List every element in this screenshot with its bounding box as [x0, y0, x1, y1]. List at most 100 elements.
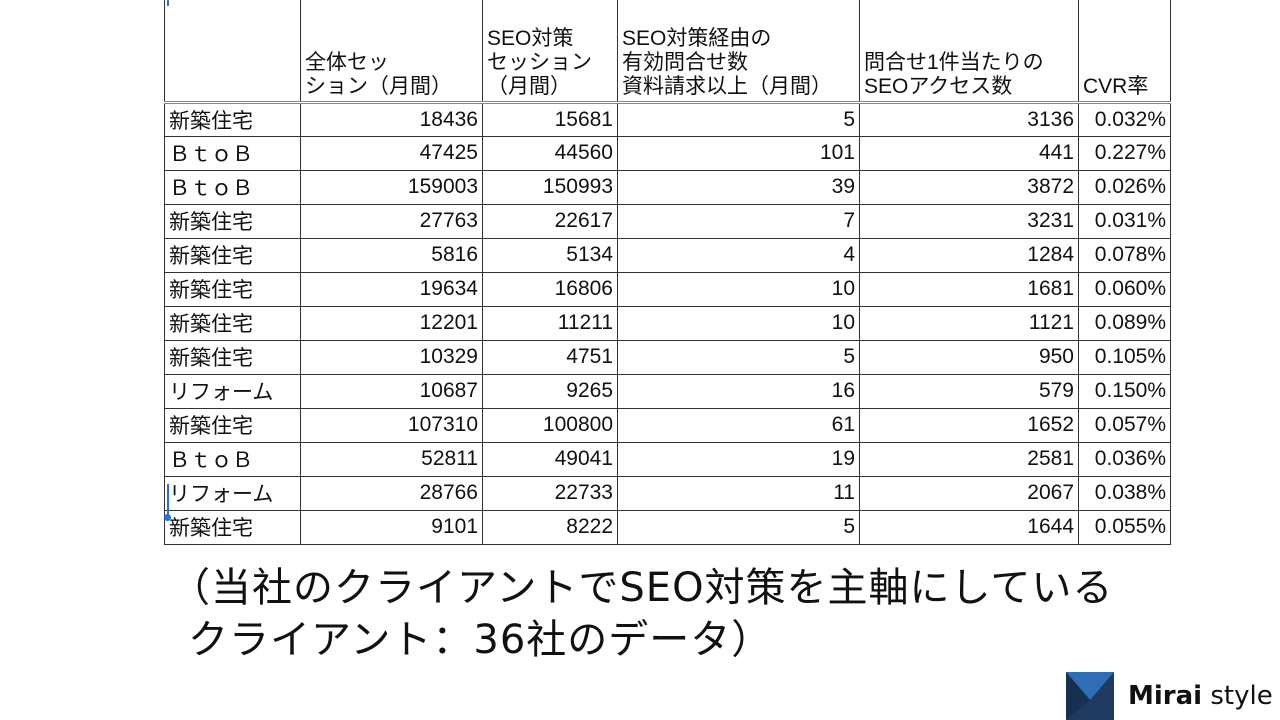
cell-total-sessions[interactable]: 5816 — [300, 237, 483, 273]
cell-seo-sessions[interactable]: 9265 — [482, 373, 618, 409]
cell-cvr[interactable]: 0.032% — [1078, 101, 1171, 137]
cell-cvr[interactable]: 0.057% — [1078, 407, 1171, 443]
cell-inquiries[interactable]: 5 — [617, 509, 860, 545]
cell-category[interactable]: 新築住宅 — [164, 305, 301, 341]
cell-category[interactable]: 新築住宅 — [164, 339, 301, 375]
table-row: ＢｔｏＢ 52811 49041 19 2581 0.036% — [164, 441, 1171, 477]
cell-cvr[interactable]: 0.038% — [1078, 475, 1171, 511]
cell-seo-sessions[interactable]: 44560 — [482, 135, 618, 171]
cell-selection-handle[interactable] — [164, 514, 171, 521]
cell-access-per-inquiry[interactable]: 1121 — [859, 305, 1079, 341]
table-row: リフォーム 10687 9265 16 579 0.150% — [164, 373, 1171, 409]
cell-category[interactable]: 新築住宅 — [164, 509, 301, 545]
cell-total-sessions[interactable]: 28766 — [300, 475, 483, 511]
caption-line-1: （当社のクライアントでSEO対策を主軸にしている — [170, 565, 1114, 611]
cell-total-sessions[interactable]: 18436 — [300, 101, 483, 137]
cell-seo-sessions[interactable]: 4751 — [482, 339, 618, 375]
cell-total-sessions[interactable]: 12201 — [300, 305, 483, 341]
cell-total-sessions[interactable]: 10687 — [300, 373, 483, 409]
header-text-line: SEO対策経由の — [622, 26, 772, 50]
brand-logo: Mirai style — [1066, 672, 1273, 720]
cell-cvr[interactable]: 0.089% — [1078, 305, 1171, 341]
cell-seo-sessions[interactable]: 11211 — [482, 305, 618, 341]
cell-total-sessions[interactable]: 47425 — [300, 135, 483, 171]
cell-total-sessions[interactable]: 9101 — [300, 509, 483, 545]
cell-category[interactable]: ＢｔｏＢ — [164, 169, 301, 205]
cell-cvr[interactable]: 0.036% — [1078, 441, 1171, 477]
cell-access-per-inquiry[interactable]: 3231 — [859, 203, 1079, 239]
cell-access-per-inquiry[interactable]: 1681 — [859, 271, 1079, 307]
cell-total-sessions[interactable]: 159003 — [300, 169, 483, 205]
header-seo-sessions[interactable]: SEO対策 セッション （月間） — [482, 0, 618, 104]
cell-access-per-inquiry[interactable]: 441 — [859, 135, 1079, 171]
mirai-style-logo-icon — [1066, 672, 1114, 720]
cell-category[interactable]: 新築住宅 — [164, 271, 301, 307]
header-total-sessions[interactable]: 全体セッ ション（月間） — [300, 0, 483, 104]
cell-inquiries[interactable]: 5 — [617, 101, 860, 137]
cell-cvr[interactable]: 0.227% — [1078, 135, 1171, 171]
cell-inquiries[interactable]: 16 — [617, 373, 860, 409]
cell-access-per-inquiry[interactable]: 3136 — [859, 101, 1079, 137]
cell-cvr[interactable]: 0.150% — [1078, 373, 1171, 409]
table-row: ＢｔｏＢ 47425 44560 101 441 0.227% — [164, 135, 1171, 171]
cell-seo-sessions[interactable]: 49041 — [482, 441, 618, 477]
cell-total-sessions[interactable]: 27763 — [300, 203, 483, 239]
cell-category[interactable]: 新築住宅 — [164, 203, 301, 239]
cell-inquiries[interactable]: 10 — [617, 305, 860, 341]
cell-seo-sessions[interactable]: 16806 — [482, 271, 618, 307]
table-row: ＢｔｏＢ 159003 150993 39 3872 0.026% — [164, 169, 1171, 205]
cell-inquiries[interactable]: 7 — [617, 203, 860, 239]
cell-cvr[interactable]: 0.105% — [1078, 339, 1171, 375]
cell-seo-sessions[interactable]: 8222 — [482, 509, 618, 545]
header-access-per-inquiry[interactable]: 問合せ1件当たりの SEOアクセス数 — [859, 0, 1079, 104]
cell-total-sessions[interactable]: 52811 — [300, 441, 483, 477]
header-inquiries[interactable]: SEO対策経由の 有効問合せ数 資料請求以上（月間） — [617, 0, 860, 104]
cell-category[interactable]: ＢｔｏＢ — [164, 135, 301, 171]
cell-category[interactable]: 新築住宅 — [164, 237, 301, 273]
cell-access-per-inquiry[interactable]: 1652 — [859, 407, 1079, 443]
cell-inquiries[interactable]: 19 — [617, 441, 860, 477]
cell-inquiries[interactable]: 39 — [617, 169, 860, 205]
cell-seo-sessions[interactable]: 150993 — [482, 169, 618, 205]
table-row: 新築住宅 107310 100800 61 1652 0.057% — [164, 407, 1171, 443]
cell-seo-sessions[interactable]: 15681 — [482, 101, 618, 137]
cell-category[interactable]: リフォーム — [164, 373, 301, 409]
cell-selection-marker[interactable] — [167, 484, 169, 518]
cell-total-sessions[interactable]: 107310 — [300, 407, 483, 443]
cell-seo-sessions[interactable]: 22617 — [482, 203, 618, 239]
cell-inquiries[interactable]: 5 — [617, 339, 860, 375]
header-text-line: 全体セッ — [305, 50, 389, 74]
cell-cvr[interactable]: 0.031% — [1078, 203, 1171, 239]
cell-inquiries[interactable]: 4 — [617, 237, 860, 273]
cell-access-per-inquiry[interactable]: 2581 — [859, 441, 1079, 477]
cell-cvr[interactable]: 0.026% — [1078, 169, 1171, 205]
cell-inquiries[interactable]: 11 — [617, 475, 860, 511]
header-category[interactable] — [164, 0, 301, 104]
cell-category[interactable]: リフォーム — [164, 475, 301, 511]
cell-cvr[interactable]: 0.078% — [1078, 237, 1171, 273]
header-cvr[interactable]: CVR率 — [1078, 0, 1171, 104]
table-row: 新築住宅 5816 5134 4 1284 0.078% — [164, 237, 1171, 273]
cell-category[interactable]: 新築住宅 — [164, 407, 301, 443]
cell-seo-sessions[interactable]: 5134 — [482, 237, 618, 273]
table-body: 新築住宅 18436 15681 5 3136 0.032% ＢｔｏＢ 47425 44560 1… — [164, 101, 1171, 545]
cell-access-per-inquiry[interactable]: 1644 — [859, 509, 1079, 545]
cell-total-sessions[interactable]: 10329 — [300, 339, 483, 375]
cell-category[interactable]: ＢｔｏＢ — [164, 441, 301, 477]
header-text-line: 有効問合せ数 — [622, 50, 748, 74]
cell-total-sessions[interactable]: 19634 — [300, 271, 483, 307]
cell-access-per-inquiry[interactable]: 579 — [859, 373, 1079, 409]
cell-access-per-inquiry[interactable]: 1284 — [859, 237, 1079, 273]
cell-category[interactable]: 新築住宅 — [164, 101, 301, 137]
cell-inquiries[interactable]: 101 — [617, 135, 860, 171]
table-row: 新築住宅 12201 11211 10 1121 0.089% — [164, 305, 1171, 341]
cell-seo-sessions[interactable]: 22733 — [482, 475, 618, 511]
cell-inquiries[interactable]: 61 — [617, 407, 860, 443]
cell-cvr[interactable]: 0.055% — [1078, 509, 1171, 545]
cell-access-per-inquiry[interactable]: 2067 — [859, 475, 1079, 511]
cell-inquiries[interactable]: 10 — [617, 271, 860, 307]
cell-cvr[interactable]: 0.060% — [1078, 271, 1171, 307]
cell-access-per-inquiry[interactable]: 950 — [859, 339, 1079, 375]
cell-seo-sessions[interactable]: 100800 — [482, 407, 618, 443]
cell-access-per-inquiry[interactable]: 3872 — [859, 169, 1079, 205]
